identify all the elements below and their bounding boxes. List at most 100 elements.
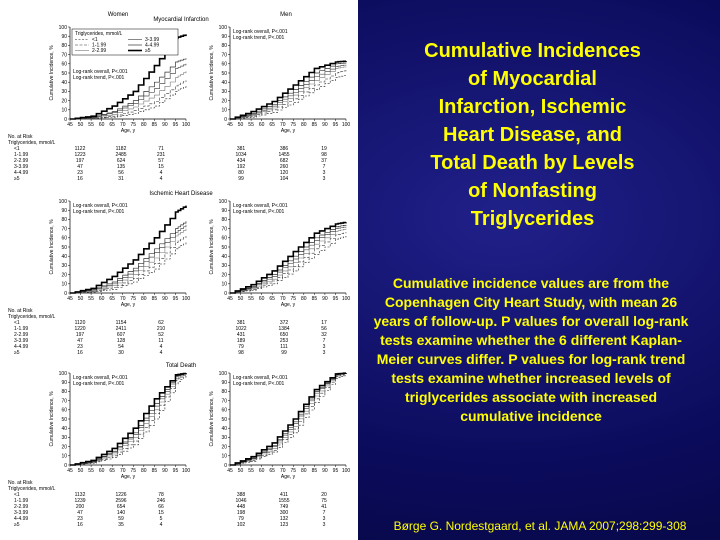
y-tick-label: 70 (221, 226, 227, 232)
y-axis-label: Cumulative Incidence, % (209, 219, 215, 275)
y-tick-label: 30 (61, 435, 67, 441)
x-tick-label: 75 (130, 296, 136, 302)
risk-value: 71 (158, 146, 164, 152)
logrank-trend: Log-rank trend, P<.001 (233, 381, 285, 387)
y-tick-label: 50 (221, 71, 227, 77)
risk-value: 431 (237, 332, 246, 338)
risk-value: 35 (118, 522, 124, 528)
risk-value: 111 (280, 344, 288, 350)
x-tick-label: 75 (130, 122, 136, 128)
risk-value: 98 (321, 152, 327, 158)
y-tick-label: 0 (224, 117, 227, 123)
risk-value: 198 (237, 510, 246, 516)
y-tick-label: 30 (221, 89, 227, 95)
y-axis-label: Cumulative Incidence, % (49, 45, 55, 101)
risk-value: 381 (237, 320, 246, 326)
y-tick-label: 60 (61, 62, 67, 68)
risk-value: 135 (117, 164, 126, 170)
x-tick-label: 85 (312, 122, 318, 128)
risk-value: 140 (117, 510, 126, 516)
y-tick-label: 60 (221, 236, 227, 242)
risk-row-label: ≥5 (14, 522, 20, 528)
x-tick-label: 55 (88, 296, 94, 302)
legend-entry: 2-2.99 (92, 48, 106, 54)
x-tick-label: 70 (120, 296, 126, 302)
risk-value: 16 (77, 350, 83, 356)
y-tick-label: 20 (61, 444, 67, 450)
x-tick-label: 60 (99, 296, 105, 302)
x-tick-label: 55 (88, 122, 94, 128)
x-tick-label: 65 (109, 296, 115, 302)
risk-value: 62 (158, 320, 164, 326)
x-tick-label: 100 (342, 296, 351, 302)
title-line: Cumulative Incidences (424, 40, 641, 62)
slide-title: Cumulative Incidences of Myocardial Infa… (380, 37, 685, 233)
legend-entry: <1 (92, 37, 98, 43)
legend-entry: 4-4.99 (145, 43, 159, 49)
risk-row-label: ≥5 (14, 350, 20, 356)
y-tick-label: 50 (61, 71, 67, 77)
x-tick-label: 95 (173, 468, 179, 474)
risk-value: 2411 (116, 326, 127, 332)
column-header-men: Men (280, 12, 292, 18)
risk-value: 246 (157, 498, 166, 504)
x-tick-label: 85 (312, 296, 318, 302)
y-tick-label: 100 (59, 199, 68, 205)
risk-value: 197 (76, 158, 85, 164)
legend-entry: ≥5 (145, 48, 151, 54)
risk-value: 4 (160, 176, 163, 182)
y-tick-label: 10 (221, 282, 227, 288)
risk-value: 192 (237, 164, 246, 170)
y-tick-label: 80 (221, 389, 227, 395)
y-tick-label: 20 (61, 272, 67, 278)
y-tick-label: 70 (221, 52, 227, 58)
x-axis-label: Age, y (281, 474, 296, 480)
x-tick-label: 60 (259, 468, 265, 474)
logrank-trend: Log-rank trend, P<.001 (233, 35, 285, 41)
y-tick-label: 20 (61, 98, 67, 104)
x-tick-label: 50 (78, 296, 84, 302)
legend-entry: 1-1.99 (92, 43, 106, 49)
x-tick-label: 100 (342, 468, 351, 474)
risk-value: 4 (160, 170, 163, 176)
y-axis-label: Cumulative Incidence, % (209, 45, 215, 101)
y-tick-label: 100 (59, 371, 68, 377)
risk-value: 411 (280, 492, 288, 498)
y-tick-label: 30 (221, 435, 227, 441)
risk-value: 47 (77, 338, 83, 344)
risk-value: 650 (280, 332, 289, 338)
risk-value: 1223 (74, 152, 85, 158)
y-tick-label: 20 (221, 98, 227, 104)
x-tick-label: 50 (78, 122, 84, 128)
risk-value: 260 (280, 164, 289, 170)
y-tick-label: 80 (61, 389, 67, 395)
y-tick-label: 10 (61, 454, 67, 460)
risk-value: 37 (321, 158, 327, 164)
risk-value: 4 (160, 522, 163, 528)
risk-row-label: 1-1.99 (14, 498, 28, 504)
risk-value: 56 (118, 170, 124, 176)
y-tick-label: 60 (221, 408, 227, 414)
series-line-0 (230, 236, 347, 294)
y-tick-label: 80 (61, 43, 67, 49)
series-line-0 (70, 242, 187, 294)
x-tick-label: 95 (173, 296, 179, 302)
y-tick-label: 40 (221, 80, 227, 86)
x-tick-label: 70 (280, 122, 286, 128)
risk-row-label: 3-3.99 (14, 510, 28, 516)
risk-value: 7 (323, 338, 326, 344)
title-line: Total Death by Levels (430, 152, 635, 174)
series-line-2 (70, 228, 187, 294)
logrank-overall: Log-rank overall, P<.001 (233, 375, 288, 381)
risk-value: 4 (160, 350, 163, 356)
series-line-5 (70, 372, 187, 466)
y-tick-label: 50 (221, 245, 227, 251)
risk-value: 41 (321, 504, 327, 510)
y-axis-label: Cumulative Incidence, % (49, 391, 55, 447)
x-tick-label: 80 (301, 468, 307, 474)
x-tick-label: 65 (269, 468, 275, 474)
x-tick-label: 65 (109, 468, 115, 474)
risk-subheader: Triglycerides, mmol/L (8, 486, 56, 492)
risk-value: 15 (158, 510, 164, 516)
